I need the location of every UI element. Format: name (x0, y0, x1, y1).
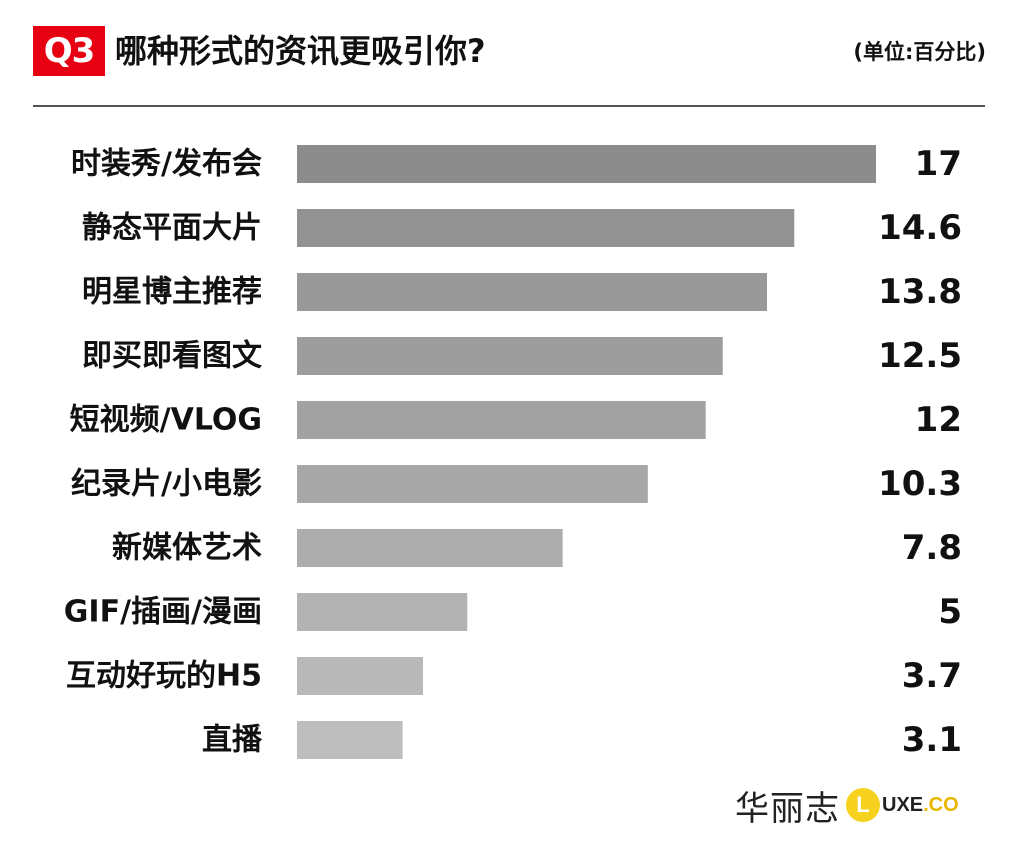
brand-chinese-name: 华丽志 (735, 788, 840, 829)
value-label: 12 (915, 400, 962, 440)
brand-latin-name: UXE.CO (882, 794, 959, 817)
bar-8 (297, 657, 424, 695)
question-badge: Q3 (33, 26, 105, 76)
bar-0 (297, 145, 876, 183)
bar-2 (297, 273, 768, 311)
value-label: 3.7 (902, 656, 962, 696)
header-divider (33, 105, 985, 107)
value-label: 10.3 (878, 464, 962, 504)
bar-6 (297, 529, 563, 567)
value-label: 5 (938, 592, 962, 632)
luxe-co-logo: L UXE.CO (846, 788, 959, 822)
bar-1 (297, 209, 795, 247)
value-label: 7.8 (902, 528, 962, 568)
value-label: 17 (915, 144, 962, 184)
category-label: 直播 (202, 723, 263, 758)
category-label: 互动好玩的H5 (66, 659, 262, 694)
bar-3 (297, 337, 723, 375)
unit-label: (单位:百分比) (853, 40, 986, 64)
bar-5 (297, 465, 648, 503)
value-label: 13.8 (878, 272, 962, 312)
brand-latin-text: UXE (882, 793, 924, 816)
chart-title: 哪种形式的资讯更吸引你? (115, 32, 486, 70)
category-label: 时装秀/发布会 (71, 147, 262, 182)
bar-4 (297, 401, 706, 439)
category-label: 静态平面大片 (82, 211, 262, 246)
bar-7 (297, 593, 468, 631)
category-label: GIF/插画/漫画 (64, 595, 262, 630)
bar-9 (297, 721, 403, 759)
category-label: 纪录片/小电影 (71, 467, 262, 502)
category-label: 即买即看图文 (82, 339, 262, 374)
brand-suffix: .CO (923, 793, 959, 816)
category-label: 明星博主推荐 (82, 275, 262, 310)
category-label: 新媒体艺术 (112, 531, 262, 566)
brand-logo: 华丽志 L UXE.CO (735, 780, 959, 830)
value-label: 12.5 (878, 336, 962, 376)
brand-circle-icon: L (846, 788, 880, 822)
category-label: 短视频/VLOG (70, 403, 262, 438)
value-label: 14.6 (878, 208, 962, 248)
value-label: 3.1 (902, 720, 962, 760)
